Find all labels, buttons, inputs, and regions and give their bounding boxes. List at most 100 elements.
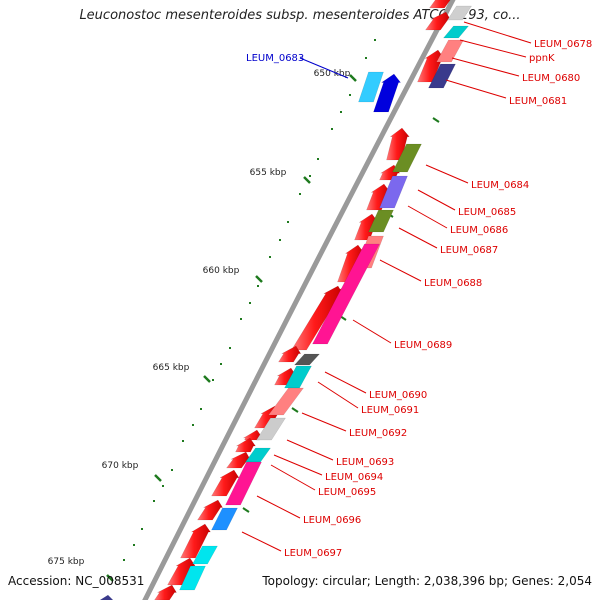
label-line (273, 454, 323, 476)
scale-dot (317, 158, 319, 160)
scale-dot (374, 39, 376, 41)
forward-cds (358, 71, 384, 103)
scale-major-tick (349, 74, 357, 82)
gene-label: LEUM_0696 (303, 515, 361, 526)
label-line (270, 464, 316, 491)
reverse-cds (192, 545, 218, 565)
gene-label: LEUM_0684 (471, 180, 529, 191)
reverse-cds (428, 63, 456, 89)
scale-dot (269, 256, 271, 258)
accession-text: Accession: NC_008531 (8, 574, 145, 588)
label-line (425, 164, 469, 184)
reverse-cds (100, 595, 113, 600)
scale-dot (279, 239, 281, 241)
gene-label: LEUM_0693 (336, 457, 394, 468)
backbone-layer (142, 0, 456, 600)
scale-major-tick (154, 474, 162, 482)
gene-label: LEUM_0685 (458, 207, 516, 218)
forward-cds (235, 437, 256, 453)
scale-label: 660 kbp (203, 266, 240, 276)
scale-major-tick (106, 574, 114, 582)
label-line-layer (241, 21, 532, 552)
highlighted-cds (373, 73, 402, 113)
reverse-cds (379, 175, 408, 209)
label-line (256, 495, 301, 519)
label-line (451, 57, 520, 77)
label-line (241, 531, 282, 552)
scale-dot (309, 175, 311, 177)
gene-label: LEUM_0697 (284, 548, 342, 559)
reverse-cds (211, 507, 238, 531)
scale-dot (162, 485, 164, 487)
label-line (352, 319, 392, 344)
scale-layer: 650 kbp 655 kbp 660 kbp 665 kbp 670 kbp 675 k… (48, 39, 440, 582)
forward-cds (180, 523, 211, 559)
scale-dot (171, 469, 173, 471)
label-line (417, 189, 456, 211)
forward-cds (154, 584, 177, 600)
scale-major-tick (303, 176, 311, 184)
label-line (379, 259, 422, 282)
scale-dot (229, 347, 231, 349)
backbone-circle (142, 0, 456, 600)
reverse-cds (256, 417, 286, 441)
map-title: Leuconostoc mesenteroides subsp. mesente… (79, 8, 521, 23)
label-line (459, 39, 527, 58)
scale-dot (182, 440, 184, 442)
forward-cds (197, 499, 224, 521)
forward-cds (211, 469, 240, 497)
scale-dot (365, 57, 367, 59)
gene-label: LEUM_0694 (325, 472, 383, 483)
label-line (301, 412, 347, 432)
gene-label: LEUM_0678 (534, 39, 592, 50)
scale-dot (153, 500, 155, 502)
label-line (463, 21, 532, 44)
gene-label: LEUM_0683 (246, 53, 304, 64)
label-line (299, 57, 349, 79)
gene-label: LEUM_0687 (440, 245, 498, 256)
topology-text: Topology: circular; Length: 2,038,396 bp… (262, 574, 592, 588)
forward-cds (225, 451, 251, 469)
gene-label: LEUM_0690 (369, 390, 427, 401)
scale-label: 650 kbp (314, 69, 351, 79)
reverse-cds (225, 461, 262, 506)
reverse-cds (293, 353, 321, 366)
scale-label: 670 kbp (102, 461, 139, 471)
label-line (398, 227, 438, 249)
scale-dot (220, 363, 222, 365)
scale-major-tick (255, 275, 263, 283)
scale-dot (249, 302, 251, 304)
forward-cds (429, 0, 451, 9)
scale-label: 675 kbp (48, 557, 85, 567)
scale-dot (212, 379, 214, 381)
scale-label: 655 kbp (250, 168, 287, 178)
scale-major-tick (203, 375, 211, 383)
reverse-cds (442, 25, 470, 39)
reverse-cds (447, 5, 472, 21)
label-line (324, 371, 367, 394)
scale-dot (257, 285, 259, 287)
gene-label: ppnK (529, 53, 555, 64)
scale-dot (123, 559, 125, 561)
reverse-cds (436, 39, 464, 63)
scale-dot (141, 528, 143, 530)
scale-dot (133, 544, 135, 546)
gene-label: LEUM_0688 (424, 278, 482, 289)
scale-dot (192, 424, 194, 426)
reverse-cds (368, 209, 394, 233)
gene-label: LEUM_0691 (361, 405, 419, 416)
label-line (286, 439, 334, 461)
reverse-cds (312, 243, 380, 345)
reverse-cds (392, 143, 422, 173)
scale-dot (200, 408, 202, 410)
label-layer: LEUM_0678 ppnK LEUM_0680 LEUM_0681 LEUM_0683… (246, 39, 592, 559)
forward-cds (278, 345, 302, 363)
reverse-cds (179, 565, 206, 591)
gene-layer (100, 0, 472, 600)
label-line (317, 381, 359, 409)
label-line (445, 79, 507, 99)
scale-label: 665 kbp (153, 363, 190, 373)
gene-label: LEUM_0692 (349, 428, 407, 439)
reverse-cds (268, 387, 304, 416)
